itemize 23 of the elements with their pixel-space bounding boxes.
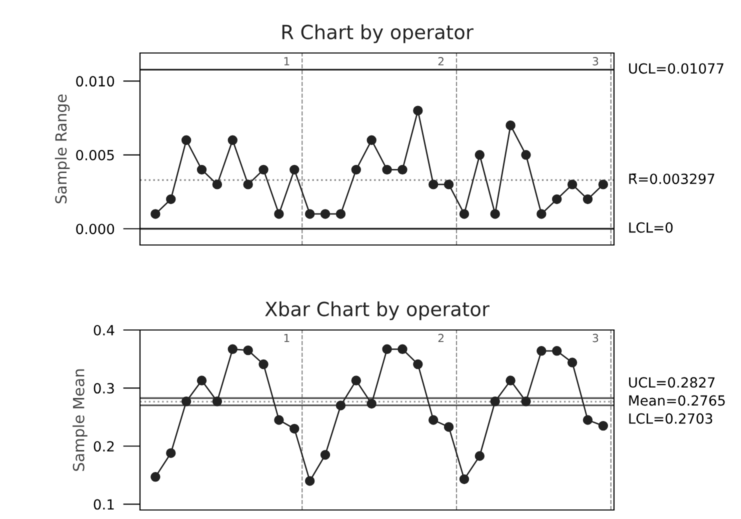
- y-tick-label: 0.3: [94, 383, 114, 394]
- annotation: 1: [284, 57, 290, 66]
- annotation: 2: [438, 57, 444, 66]
- annotation: 3: [592, 334, 598, 342]
- ref-line-label: Mean=0.2765: [629, 395, 725, 406]
- ref-line-label: LCL=0.2703: [629, 413, 712, 424]
- y-tick-label: 0.2: [94, 441, 114, 452]
- chart-title: Xbar Chart by operator: [265, 301, 490, 320]
- annotation: 3: [592, 57, 598, 66]
- y-tick-label: 0.1: [94, 499, 114, 510]
- chart-title: R Chart by operator: [282, 24, 474, 44]
- annotation: 1: [284, 334, 290, 342]
- ref-line-label: UCL=0.01077: [629, 63, 724, 74]
- y-tick-label: 0.005: [76, 150, 114, 160]
- y-tick-label: 0.000: [76, 224, 114, 234]
- ref-line-label: LCL=0: [629, 222, 673, 233]
- y-tick-label: 0.4: [94, 324, 114, 336]
- ref-line-label: R̄=0.003297: [629, 174, 714, 184]
- y-axis-title: Sample Range: [54, 94, 70, 204]
- ref-line-label: UCL=0.2827: [629, 377, 715, 388]
- annotation: 2: [438, 334, 444, 342]
- y-tick-label: 0.010: [76, 76, 114, 87]
- y-axis-title: Sample Mean: [72, 369, 88, 471]
